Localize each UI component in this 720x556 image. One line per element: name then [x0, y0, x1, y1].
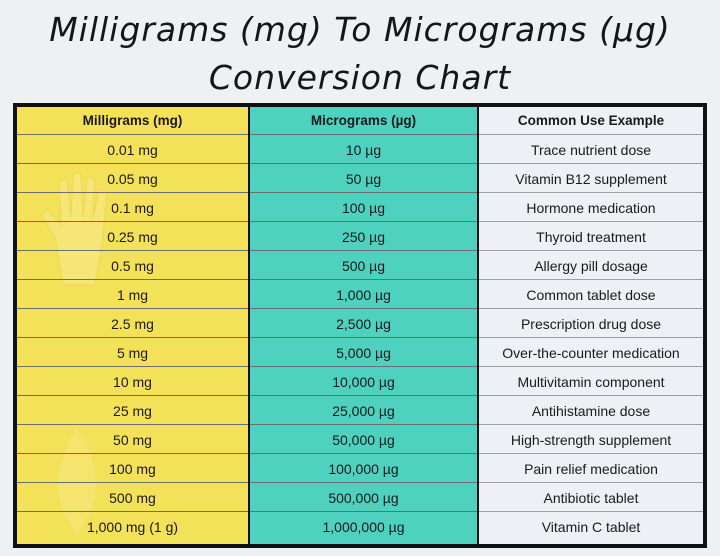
example-cell: Over-the-counter medication — [479, 339, 703, 367]
example-cell: Prescription drug dose — [479, 310, 703, 338]
mg-cell: 1,000 mg (1 g) — [86, 519, 179, 535]
ug-cell: 10,000 µg — [250, 368, 477, 396]
example-cell: Pain relief medication — [479, 455, 703, 483]
mg-cell: 0.5 mg — [17, 252, 248, 280]
example-cell: Antihistamine dose — [479, 397, 703, 425]
ug-cell: 50 µg — [250, 165, 477, 193]
ug-cell: 100,000 µg — [250, 455, 477, 483]
example-cell: Thyroid treatment — [479, 223, 703, 251]
mg-cell: 500 mg — [17, 484, 248, 512]
ug-cell: 1,000,000 µg — [322, 519, 405, 535]
ug-cell: 1,000 µg — [250, 281, 477, 309]
ug-cell: 500,000 µg — [250, 484, 477, 512]
mg-cell: 50 mg — [17, 426, 248, 454]
example-cell: Antibiotic tablet — [479, 484, 703, 512]
ug-cell: 10 µg — [250, 136, 477, 164]
mg-cell: 100 mg — [17, 455, 248, 483]
mg-cell: 2.5 mg — [17, 310, 248, 338]
column-header-example: Common Use Example — [479, 107, 703, 135]
micrograms-column: Micrograms (µg) 10 µg 50 µg 100 µg 250 µg 500… — [250, 107, 477, 544]
example-cell: Vitamin C tablet — [541, 519, 641, 535]
mg-cell: 1 mg — [17, 281, 248, 309]
mg-cell: 5 mg — [17, 339, 248, 367]
example-cell: Allergy pill dosage — [479, 252, 703, 280]
ug-cell: 5,000 µg — [250, 339, 477, 367]
mg-cell: 10 mg — [17, 368, 248, 396]
mg-cell: 25 mg — [17, 397, 248, 425]
conversion-table: Milligrams (mg) 0.01 mg 0.05 mg 0.1 mg 0.25 … — [13, 103, 707, 548]
ug-cell: 2,500 µg — [250, 310, 477, 338]
example-cell: Common tablet dose — [479, 281, 703, 309]
mg-cell: 0.05 mg — [17, 165, 248, 193]
ug-cell: 250 µg — [250, 223, 477, 251]
example-cell: Multivitamin component — [479, 368, 703, 396]
ug-cell: 100 µg — [250, 194, 477, 222]
chart-title-line2: Conversion Chart — [208, 58, 512, 97]
mg-cell: 0.1 mg — [17, 194, 248, 222]
example-cell: Hormone medication — [479, 194, 703, 222]
ug-cell: 50,000 µg — [250, 426, 477, 454]
column-header-ug: Micrograms (µg) — [250, 107, 477, 135]
example-cell: Vitamin B12 supplement — [479, 165, 703, 193]
example-cell: Trace nutrient dose — [479, 136, 703, 164]
example-column: Common Use Example Trace nutrient dose Vit… — [479, 107, 703, 544]
milligrams-column: Milligrams (mg) 0.01 mg 0.05 mg 0.1 mg 0.25 … — [17, 107, 248, 544]
chart-title-line1: Milligrams (mg) To Micrograms (µg) — [49, 10, 671, 49]
ug-cell: 25,000 µg — [250, 397, 477, 425]
ug-cell: 500 µg — [250, 252, 477, 280]
mg-cell: 0.25 mg — [17, 223, 248, 251]
example-cell: High-strength supplement — [479, 426, 703, 454]
mg-cell: 0.01 mg — [17, 136, 248, 164]
column-header-mg: Milligrams (mg) — [17, 107, 248, 135]
